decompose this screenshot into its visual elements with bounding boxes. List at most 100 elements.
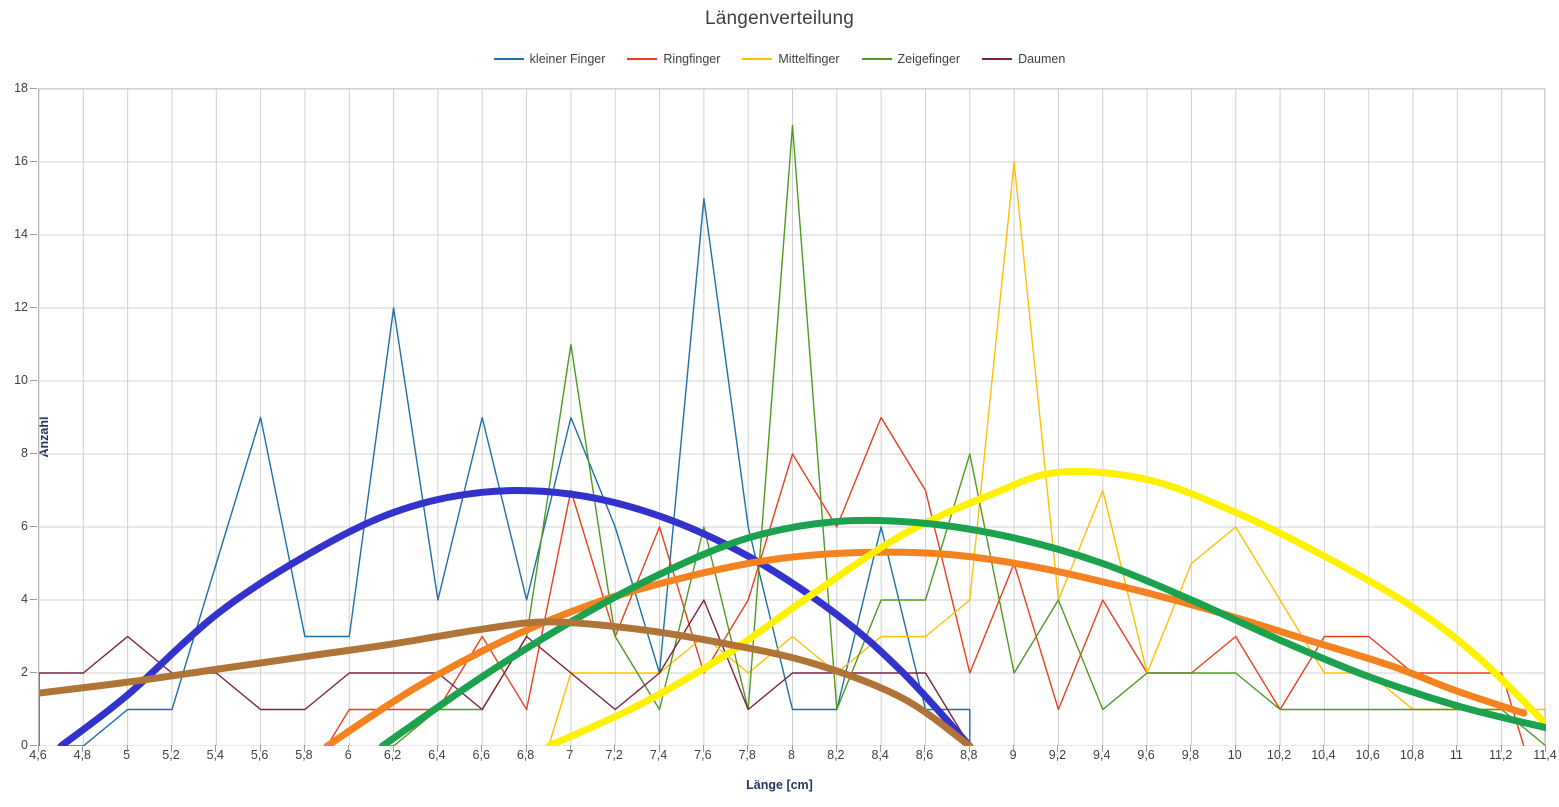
legend-entry-mittelfinger[interactable]: Mittelfinger: [742, 52, 840, 66]
x-tick-label: 4,6: [29, 748, 47, 762]
x-tick-label: 9,6: [1137, 748, 1155, 762]
legend-label: Zeigefinger: [897, 52, 961, 66]
legend-entry-zeigefinger[interactable]: Zeigefinger: [861, 52, 961, 66]
x-tick-mark: [481, 745, 483, 752]
x-tick-mark: [569, 745, 571, 752]
x-tick-label: 6,4: [428, 748, 446, 762]
chart-title: Längenverteilung: [705, 8, 854, 29]
x-tick-label: 6,2: [383, 748, 402, 762]
x-tick-label: 10,8: [1399, 748, 1425, 762]
x-tick-mark: [1190, 745, 1192, 752]
x-tick-label: 10: [1227, 748, 1242, 762]
legend-line-swatch: [982, 58, 1013, 60]
legend-label: kleiner Finger: [529, 52, 606, 66]
x-tick-mark: [170, 745, 172, 752]
y-tick-label: 4: [21, 592, 28, 606]
y-tick-mark: [30, 88, 37, 89]
x-tick-label: 9,2: [1048, 748, 1067, 762]
plot-svg: [39, 89, 1546, 746]
x-tick-label: 7,6: [694, 748, 712, 762]
x-tick-label: 10,6: [1355, 748, 1380, 762]
y-tick-mark: [30, 307, 37, 308]
x-tick-label: 9,8: [1181, 748, 1200, 762]
x-tick-label: 4,8: [73, 748, 92, 762]
y-tick-label: 16: [14, 154, 28, 168]
x-tick-label: 5: [123, 748, 131, 762]
x-tick-mark: [924, 745, 926, 752]
y-tick-label: 14: [14, 227, 28, 241]
x-tick-label: 5,4: [206, 748, 224, 762]
y-tick-label: 18: [14, 81, 28, 95]
x-tick-label: 8,4: [871, 748, 889, 762]
legend-line-swatch: [627, 58, 658, 60]
y-tick-label: 6: [21, 519, 28, 533]
x-tick-label: 11,4: [1533, 748, 1557, 762]
x-tick-label: 8: [788, 748, 795, 762]
trend-curve-daumen: [39, 618, 974, 746]
y-tick-label: 10: [14, 373, 28, 387]
y-tick-mark: [30, 234, 37, 235]
x-tick-label: 11: [1449, 748, 1463, 762]
plot-area: [38, 88, 1546, 746]
x-tick-mark: [348, 745, 350, 752]
trend-curve-mittelfinger: [545, 467, 1546, 746]
data-line-kleiner-finger: [60, 197, 971, 746]
x-tick-mark: [791, 745, 793, 752]
x-tick-mark: [303, 745, 305, 752]
trend-curve-ringfinger: [323, 548, 1528, 746]
x-tick-label: 9: [1009, 748, 1017, 762]
y-tick-label: 12: [14, 300, 28, 314]
x-tick-label: 8,6: [915, 748, 934, 762]
x-tick-label: 11,2: [1488, 748, 1513, 762]
legend-label: Daumen: [1018, 52, 1066, 66]
x-tick-mark: [1057, 745, 1059, 752]
legend-label: Ringfinger: [663, 52, 721, 66]
x-tick-mark: [436, 745, 438, 752]
legend-entry-daumen[interactable]: Daumen: [982, 52, 1065, 66]
legend-line-swatch: [742, 58, 773, 60]
y-tick-label: 2: [21, 665, 28, 679]
x-tick-mark: [1545, 745, 1546, 752]
legend-line-swatch: [493, 58, 524, 60]
x-tick-mark: [259, 745, 261, 752]
y-tick-mark: [30, 453, 37, 454]
y-tick-label: 0: [21, 738, 28, 752]
x-tick-mark: [1234, 745, 1236, 752]
x-tick-mark: [880, 745, 882, 752]
x-tick-label: 8,2: [827, 748, 845, 762]
x-tick-mark: [747, 745, 749, 752]
x-tick-mark: [1013, 745, 1015, 752]
x-tick-label: 9,4: [1093, 748, 1111, 762]
data-line-ringfinger: [326, 416, 1525, 746]
x-tick-mark: [1279, 745, 1281, 752]
legend-label: Mittelfinger: [778, 52, 840, 66]
x-tick-label: 5,2: [162, 748, 180, 762]
x-tick-mark: [82, 745, 84, 752]
x-tick-label: 7,2: [605, 748, 623, 762]
x-tick-label: 8,8: [960, 748, 978, 762]
x-tick-mark: [1456, 745, 1458, 752]
grid-lines: [39, 89, 1546, 746]
x-tick-label: 7,8: [738, 748, 756, 762]
x-tick-mark: [126, 745, 128, 752]
x-tick-mark: [1323, 745, 1325, 752]
legend-entry-kleiner-finger[interactable]: kleiner Finger: [493, 52, 606, 66]
data-line-daumen: [39, 599, 971, 746]
legend-entry-ringfinger[interactable]: Ringfinger: [627, 52, 720, 66]
y-tick-mark: [30, 380, 37, 381]
trend-curve-kleiner-finger: [57, 487, 974, 746]
x-tick-label: 5,6: [250, 748, 269, 762]
x-tick-mark: [1101, 745, 1103, 752]
legend-line-swatch: [861, 58, 892, 60]
x-tick-label: 7,4: [649, 748, 668, 762]
trend-curves-group: [39, 467, 1546, 746]
x-tick-mark: [1412, 745, 1414, 752]
y-tick-mark: [30, 526, 37, 527]
chart-legend: kleiner Finger Ringfinger Mittelfinger Zeig…: [0, 52, 1559, 66]
x-tick-label: 5,8: [295, 748, 313, 762]
x-tick-mark: [525, 745, 527, 752]
x-tick-mark: [702, 745, 704, 752]
y-tick-mark: [30, 161, 37, 162]
x-tick-label: 10,2: [1266, 748, 1292, 762]
x-tick-mark: [1367, 745, 1369, 752]
